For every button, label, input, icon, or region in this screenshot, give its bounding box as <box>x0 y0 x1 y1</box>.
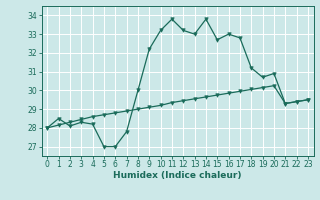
X-axis label: Humidex (Indice chaleur): Humidex (Indice chaleur) <box>113 171 242 180</box>
